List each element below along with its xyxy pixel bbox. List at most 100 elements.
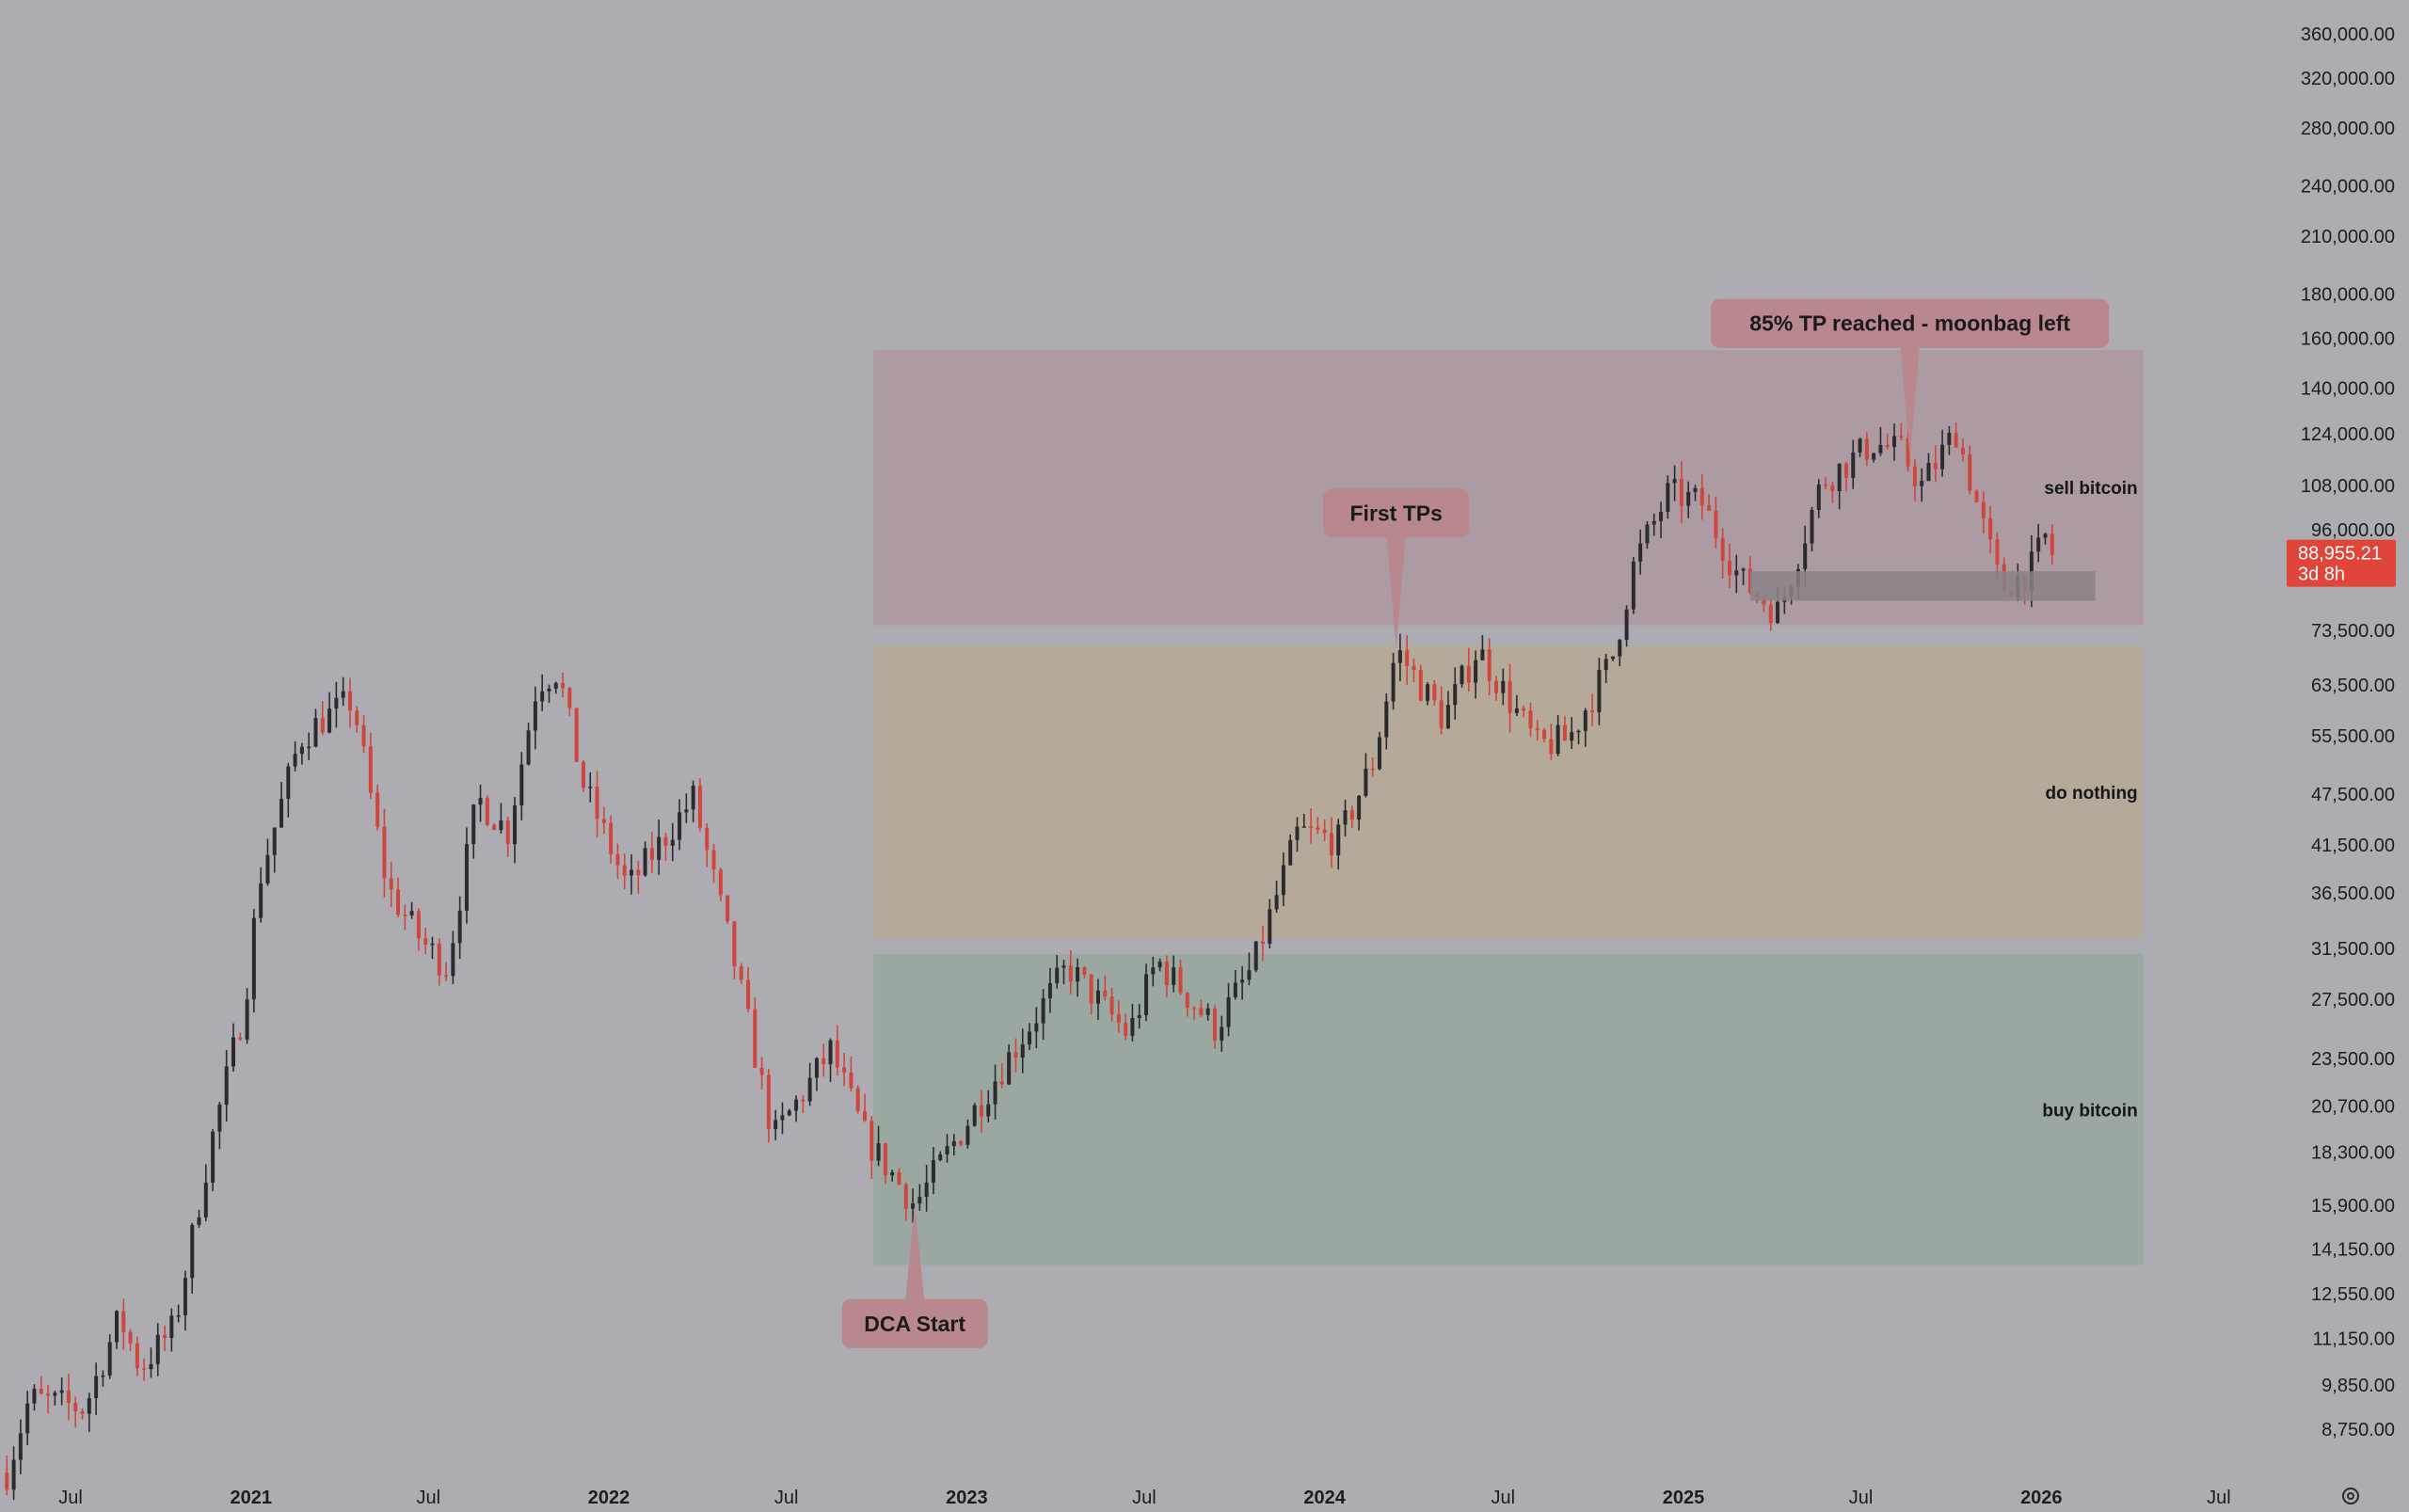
zone-buy-bitcoin[interactable] [873,954,2144,1265]
candle [1329,817,1333,868]
callout-label: 85% TP reached - moonbag left [1749,311,2070,336]
time-tick-label: 2024 [1303,1488,1346,1508]
candle [1055,954,1060,989]
candle [890,1170,895,1182]
candle [1892,423,1897,461]
time-axis[interactable]: Jul 2021 Jul 2022 Jul 2023 Jul 2024 Jul 2025 Jul 20… [58,1488,2230,1508]
candle [1240,965,1245,1000]
candle [190,1222,195,1294]
candle [1858,438,1862,457]
candle [1220,1015,1224,1052]
candle [1405,634,1410,685]
candle [1816,479,1821,518]
candle [649,832,654,874]
candle [1837,463,1842,510]
candle [1570,717,1574,749]
candle [561,673,566,698]
candle [1061,959,1066,985]
price-tick-label: 96,000.00 [2311,520,2395,541]
settings-gear-icon[interactable] [2342,1488,2359,1504]
candle [423,928,428,955]
candle [169,1308,174,1352]
candle [1357,794,1362,831]
candle [1199,999,1204,1017]
candle [1679,461,1683,524]
candle [574,708,579,762]
candle [862,1093,867,1122]
candle [553,681,558,694]
candle [1007,1043,1012,1086]
price-tick-label: 180,000.00 [2301,284,2395,305]
candle [1445,691,1450,729]
candle [121,1298,126,1350]
candle [993,1064,997,1120]
candle [341,676,345,707]
time-tick-label: Jul [58,1488,83,1508]
time-tick-label: 2026 [2020,1488,2063,1508]
candle [66,1373,71,1421]
time-tick-label: 2023 [946,1488,988,1508]
candle [1947,425,1952,455]
candle [492,823,497,831]
candle [1981,491,1986,534]
candle [670,822,675,862]
candle [18,1419,23,1474]
candle [780,1102,785,1135]
candle [1851,439,1856,489]
candle [478,784,483,822]
candle [1720,527,1725,580]
support-layer [1749,571,2096,601]
candle [224,1050,229,1122]
time-tick-label: 2022 [588,1488,630,1508]
candle [1343,799,1348,837]
candle [128,1329,133,1351]
candle [547,684,551,704]
candle [903,1182,908,1221]
candle [643,841,647,877]
candle [842,1053,847,1087]
callout-dca-start[interactable]: DCA Start [841,1204,988,1348]
candle [705,823,710,867]
candle [663,832,668,862]
candle [2050,524,2054,565]
candle [1480,634,1485,661]
candle [999,1062,1004,1089]
candle [951,1134,956,1156]
candle [251,909,256,1013]
callout-label: First TPs [1350,501,1443,525]
candle [1933,445,1938,483]
candle [1397,633,1402,681]
callout-85-tp-reached-moonbag-left[interactable]: 85% TP reached - moonbag left [1711,298,2110,459]
zone-label: sell bitcoin [2044,479,2137,499]
price-tick-label: 55,500.00 [2311,726,2395,747]
candle [238,1032,243,1042]
candle [876,1125,881,1167]
candle [437,937,441,986]
candle [622,853,627,890]
candle [1164,955,1169,997]
candle [533,686,537,750]
candle [1562,715,1567,741]
candle [1535,720,1540,740]
candle [732,920,737,980]
candle [176,1304,181,1323]
candle [609,815,614,864]
price-axis[interactable]: 360,000.00 320,000.00 280,000.00 240,000.00… [2301,24,2395,1440]
candle [11,1446,16,1501]
candle [1638,529,1643,575]
candle [739,963,743,984]
callout-first-tps[interactable]: First TPs [1323,488,1470,649]
candle [1645,520,1650,549]
candle [1624,605,1629,647]
candle [959,1139,964,1147]
support-box[interactable] [1749,571,2096,601]
price-tick-label: 160,000.00 [2301,328,2395,349]
candle [711,843,716,883]
candle [774,1109,778,1140]
candle [286,762,291,818]
time-tick-label: 2021 [230,1488,272,1508]
candle [924,1165,929,1212]
